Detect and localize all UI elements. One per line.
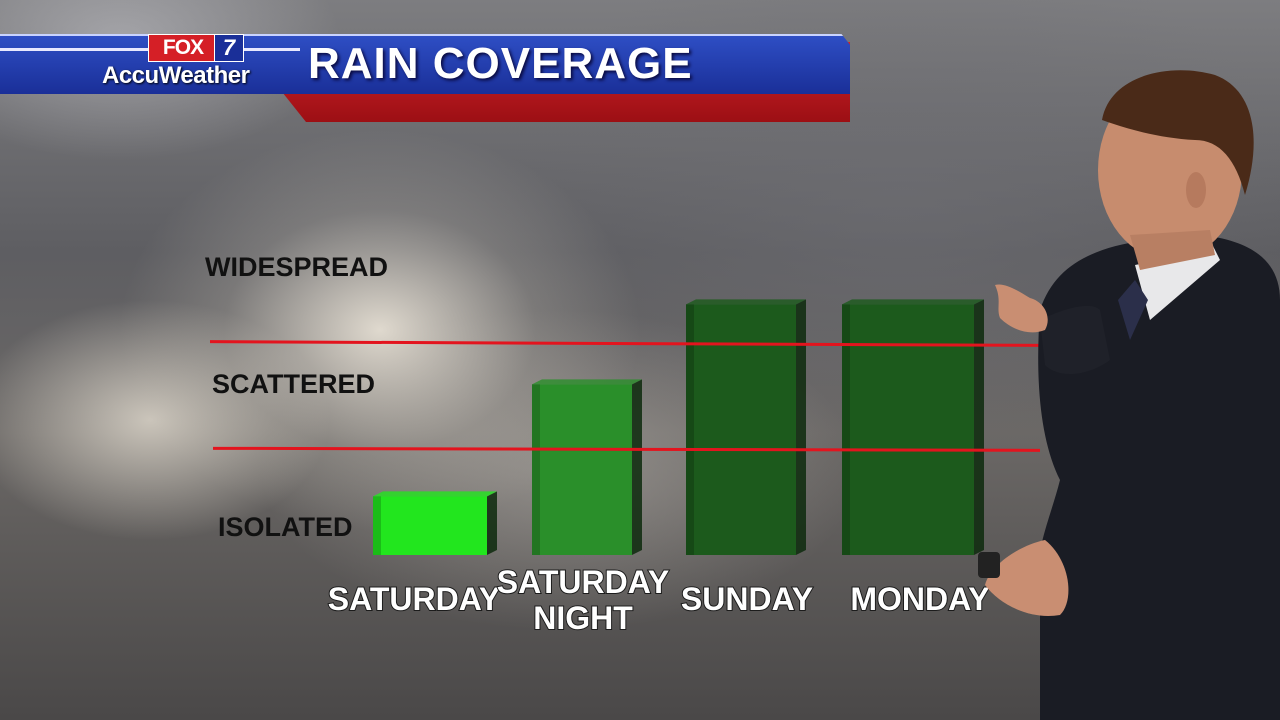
category-label-sunday: SUNDAY <box>681 581 813 617</box>
accuweather-logo: AccuWeather <box>102 62 250 89</box>
threshold-line-1 <box>212 446 1041 452</box>
banner-blue-bar <box>0 34 850 94</box>
bar-sunday <box>686 299 806 555</box>
level-label-isolated: ISOLATED <box>218 512 353 542</box>
level-label-widespread: WIDESPREAD <box>205 252 388 282</box>
category-label-saturday-night-2: NIGHT <box>533 600 633 636</box>
category-label-monday: MONDAY <box>850 581 989 617</box>
bar-saturday-night <box>532 379 642 555</box>
level-labels: ISOLATED SCATTERED WIDESPREAD <box>205 252 388 542</box>
category-label-saturday: SATURDAY <box>328 581 500 617</box>
threshold-line-2 <box>209 340 1101 348</box>
threshold-lines <box>209 340 1101 452</box>
page-title: RAIN COVERAGE <box>308 39 693 88</box>
bar-saturday <box>373 491 497 555</box>
bars <box>373 299 984 555</box>
title-banner: FOX 7 AccuWeather RAIN COVERAGE <box>0 0 860 130</box>
level-label-scattered: SCATTERED <box>212 369 375 399</box>
remote-clicker-icon <box>978 552 1000 578</box>
channel-seven-logo: 7 <box>214 34 244 62</box>
category-label-saturday-night-1: SATURDAY <box>497 564 669 600</box>
